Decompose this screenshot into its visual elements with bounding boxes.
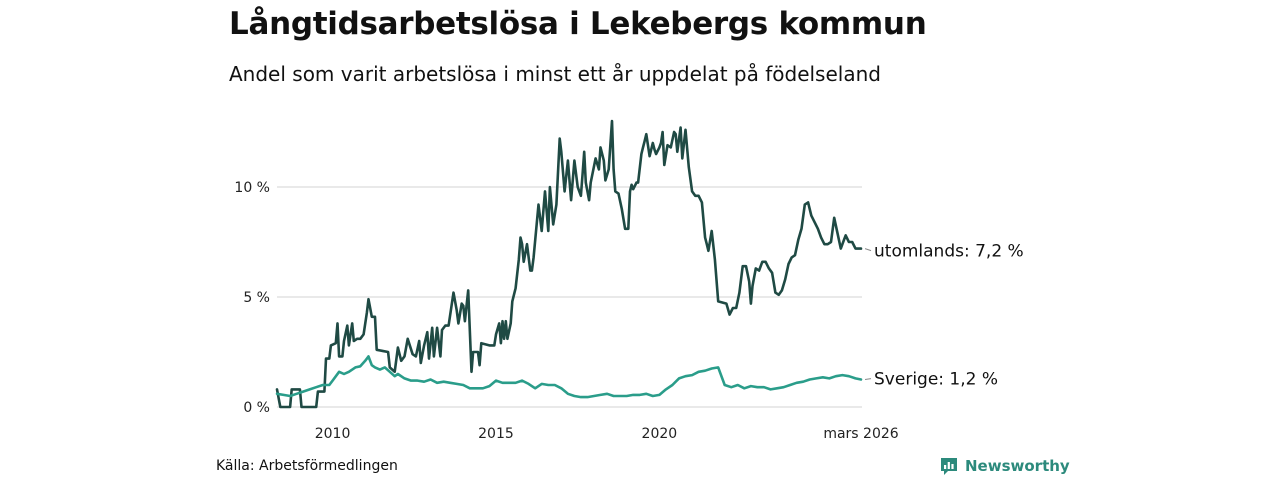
utomlands-line [275,119,863,409]
series-layer [275,119,863,409]
y-tick-label: 5 % [243,290,270,306]
brand-name: Newsworthy [965,457,1070,475]
chart-subtitle: Andel som varit arbetslösa i minst ett å… [229,62,881,86]
sverige-line [275,355,863,399]
x-tick-label: mars 2026 [823,426,898,442]
sverige-end-label: Sverige: 1,2 % [874,370,998,390]
newsworthy-logo-icon [941,458,957,475]
label-layer: 0 % 5 % 10 % 2010 2015 2020 mars 2026 utomlands… [234,180,1023,442]
x-tick-label: 2010 [315,426,351,442]
grid-layer [277,186,862,408]
end-label-leader [864,248,872,252]
x-tick-label: 2020 [642,426,678,442]
source-note: Källa: Arbetsförmedlingen [216,458,398,474]
brand[interactable]: Newsworthy [939,456,1070,476]
end-label-leader [864,378,872,380]
y-tick-label: 0 % [243,400,270,416]
chart-title: Långtidsarbetslösa i Lekebergs kommun [229,6,927,42]
utomlands-end-label: utomlands: 7,2 % [874,242,1024,262]
x-tick-label: 2015 [478,426,514,442]
y-tick-label: 10 % [234,180,270,196]
